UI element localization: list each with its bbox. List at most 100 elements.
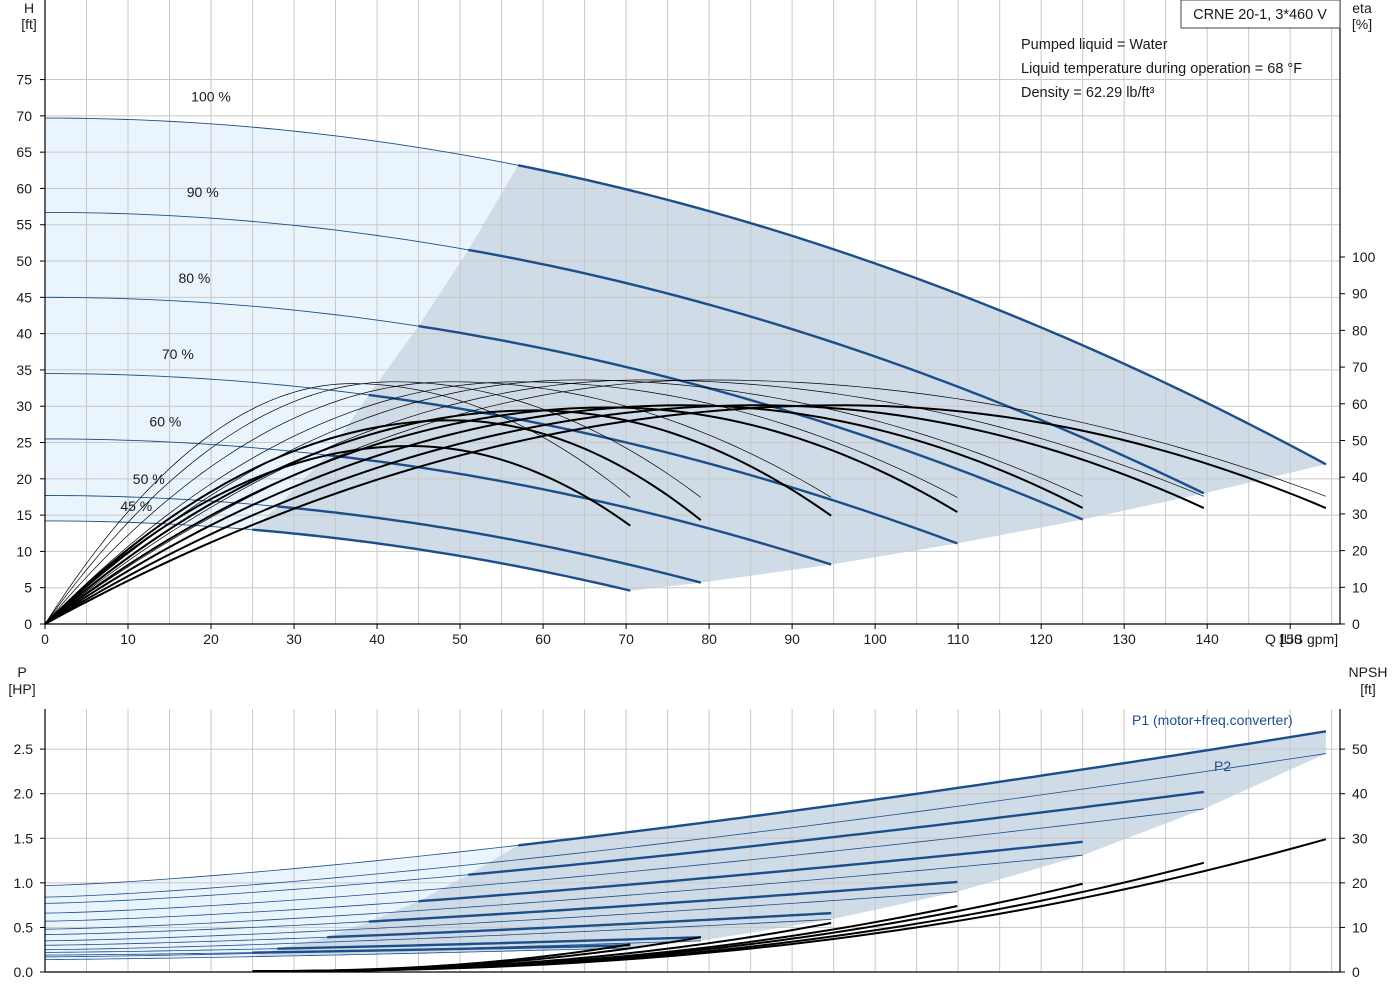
legend-p2: P2	[1214, 758, 1231, 774]
y-left-label-bottom: P	[17, 664, 26, 680]
eta-curve-thin-80	[44, 379, 1083, 625]
y-left-tick-label: 35	[16, 362, 32, 378]
eta-curve-50	[44, 419, 702, 625]
p-tick-label: 2.5	[14, 741, 34, 757]
y-left-tick-label: 15	[16, 507, 32, 523]
speed-label: 80 %	[178, 270, 210, 286]
y-left-tick-label: 50	[16, 253, 32, 269]
speed-label: 60 %	[149, 414, 181, 430]
x-tick-label: 20	[203, 631, 219, 647]
x-tick-label: 10	[120, 631, 136, 647]
x-tick-label: 70	[618, 631, 634, 647]
p1-curve-50	[277, 936, 701, 950]
power-region	[45, 731, 1326, 960]
p1-curve-60	[327, 911, 832, 939]
y-left-tick-label: 0	[24, 616, 32, 632]
y-left-tick-label: 5	[24, 580, 32, 596]
y-left-tick-label: 45	[16, 289, 32, 305]
p2-curve-90	[44, 808, 1204, 914]
npsh-tick-label: 20	[1352, 875, 1368, 891]
p1-curve-100	[518, 730, 1327, 847]
y-right-unit-top: [%]	[1352, 16, 1372, 32]
speed-label: 50 %	[133, 471, 165, 487]
title-frame	[1180, 0, 1341, 29]
p1-curve-45	[252, 944, 631, 954]
head-axes: 0 5 10 15 20 25 30 35 40 45 50 55 60 65 70 75 0 10 20 30 40 5…	[16, 0, 1376, 647]
eta-curve-thin-60	[44, 381, 832, 625]
x-tick-label: 80	[701, 631, 717, 647]
info-pumped-liquid: Pumped liquid = Water	[1021, 37, 1168, 53]
head-curve-70	[368, 393, 958, 545]
x-label: Q [US gpm]	[1265, 631, 1338, 647]
y-right-tick-label: 20	[1352, 543, 1368, 559]
npsh-curve-45	[252, 943, 631, 973]
eta-curve-thin-50	[44, 381, 702, 625]
npsh-tick-label: 30	[1352, 830, 1368, 846]
y-left-tick-label: 30	[16, 398, 32, 414]
eta-curve-70	[44, 406, 958, 625]
speed-label: 90 %	[187, 184, 219, 200]
x-tick-label: 40	[369, 631, 385, 647]
npsh-tick-label: 0	[1352, 964, 1360, 980]
p2-curve-80	[44, 854, 1083, 930]
eta-curve-100	[44, 404, 1327, 625]
y-left-tick-label: 25	[16, 435, 32, 451]
head-curve-60	[327, 453, 832, 566]
x-tick-label: 0	[41, 631, 49, 647]
y-right-tick-label: 30	[1352, 506, 1368, 522]
eta-curve-80	[44, 404, 1084, 625]
power-curves	[44, 730, 1327, 973]
p-tick-label: 1.0	[14, 875, 34, 891]
eta-curve-90	[44, 404, 1205, 625]
npsh-tick-label: 10	[1352, 919, 1368, 935]
eta-curve-45	[44, 445, 631, 625]
y-right-tick-label: 90	[1352, 286, 1368, 302]
head-curve-90	[468, 248, 1205, 495]
x-tick-label: 140	[1195, 631, 1219, 647]
head-efficiency-panel: 0 5 10 15 20 25 30 35 40 45 50 55 60 65 70 75 0 10 20 30 40 5…	[16, 0, 1376, 647]
eta-curve-thin-90	[44, 379, 1204, 625]
y-left-tick-label: 55	[16, 217, 32, 233]
y-left-unit-top: [ft]	[21, 16, 37, 32]
y-right-tick-label: 70	[1352, 359, 1368, 375]
y-right-tick-label: 80	[1352, 322, 1368, 338]
y-right-label-top: eta	[1352, 0, 1372, 16]
power-npsh-panel: 0.0 0.5 1.0 1.5 2.0 2.5 0 10 20 30 40 50	[14, 709, 1368, 980]
speed-label: 100 %	[191, 88, 231, 104]
y-left-tick-label: 20	[16, 471, 32, 487]
p2-curve-45	[44, 947, 631, 960]
eta-curve-thin-70	[44, 381, 958, 625]
y-left-tick-label: 65	[16, 144, 32, 160]
head-curve-80	[418, 324, 1084, 521]
info-density: Density = 62.29 lb/ft³	[1021, 85, 1155, 101]
x-tick-label: 90	[784, 631, 800, 647]
legend-p1: P1 (motor+freq.converter)	[1132, 712, 1293, 728]
p2-curve-100	[44, 753, 1326, 898]
y-left-tick-label: 70	[16, 108, 32, 124]
x-tick-label: 60	[535, 631, 551, 647]
power-region-dark	[252, 731, 1326, 957]
y-right-label-bottom: NPSH	[1349, 664, 1388, 680]
y-left-tick-label: 40	[16, 326, 32, 342]
speed-labels: 100 % 90 % 80 % 70 % 60 % 50 % 45 %	[120, 88, 231, 513]
p1-curve-90	[468, 790, 1205, 876]
info-lines: Pumped liquid = Water Liquid temperature…	[1021, 37, 1302, 101]
p1-curve-70	[368, 880, 958, 923]
x-tick-label: 110	[947, 631, 970, 647]
npsh-tick-label: 50	[1352, 741, 1368, 757]
p2-curve-70	[44, 891, 958, 942]
y-right-tick-label: 60	[1352, 396, 1368, 412]
y-right-tick-label: 40	[1352, 469, 1368, 485]
x-tick-label: 100	[863, 631, 887, 647]
y-left-tick-label: 60	[16, 180, 32, 196]
head-curve-100	[517, 164, 1327, 466]
y-right-tick-label: 100	[1352, 249, 1376, 265]
x-tick-label: 30	[286, 631, 302, 647]
speed-label: 45 %	[120, 498, 152, 514]
head-curve-50	[277, 505, 702, 584]
p-tick-label: 0.5	[14, 919, 34, 935]
p-tick-label: 2.0	[14, 786, 34, 802]
y-left-label-top: H	[24, 0, 34, 16]
x-tick-label: 150	[1279, 631, 1303, 647]
y-left-tick-label: 75	[16, 72, 32, 88]
